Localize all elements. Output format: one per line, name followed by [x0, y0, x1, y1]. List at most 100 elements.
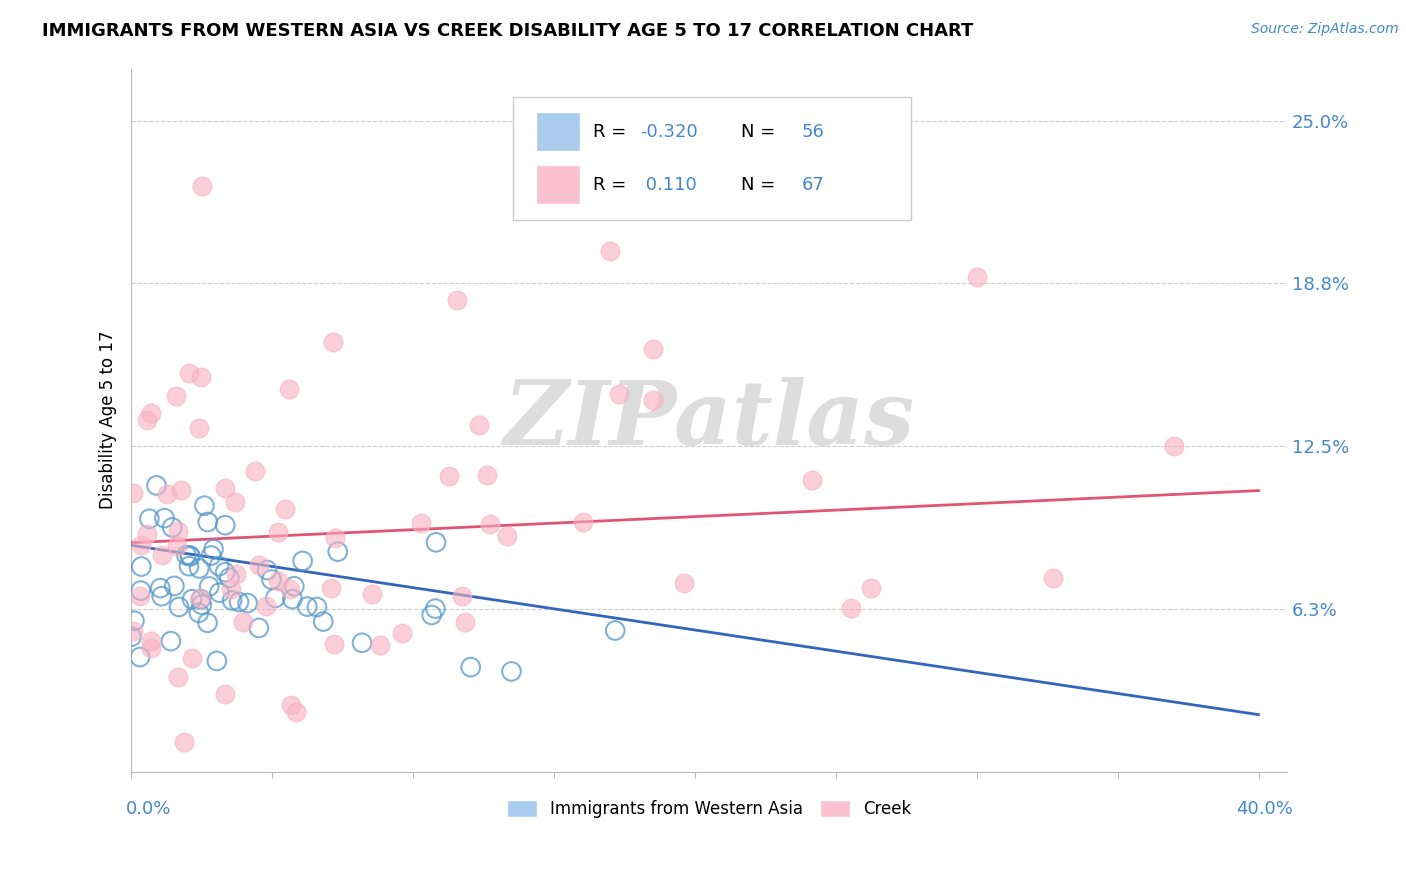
Point [139, 406, 162, 420]
Point [145, 478, 167, 492]
Point [368, 639, 391, 653]
Point [446, 293, 468, 307]
Point [641, 343, 664, 357]
Text: IMMIGRANTS FROM WESTERN ASIA VS CREEK DISABILITY AGE 5 TO 17 CORRELATION CHART: IMMIGRANTS FROM WESTERN ASIA VS CREEK DI… [42, 22, 973, 40]
Point [475, 468, 498, 483]
Point [966, 269, 988, 284]
Point [163, 579, 186, 593]
Point [129, 650, 152, 665]
Text: -0.320: -0.320 [640, 123, 697, 141]
Point [319, 581, 342, 595]
Point [672, 575, 695, 590]
Point [221, 593, 243, 607]
Point [129, 583, 152, 598]
Point [167, 524, 190, 538]
Point [420, 607, 443, 622]
Point [208, 585, 231, 599]
Point [460, 660, 482, 674]
Point [439, 468, 461, 483]
Point [839, 601, 862, 615]
Point [478, 516, 501, 531]
Text: Source: ZipAtlas.com: Source: ZipAtlas.com [1251, 22, 1399, 37]
Text: N =: N = [741, 176, 782, 194]
Point [179, 549, 201, 564]
Text: R =: R = [593, 176, 633, 194]
Point [198, 579, 221, 593]
Point [599, 244, 621, 258]
Point [278, 582, 301, 596]
Point [326, 544, 349, 558]
Point [180, 650, 202, 665]
Point [124, 614, 146, 628]
Point [247, 558, 270, 572]
Point [281, 592, 304, 607]
Point [214, 481, 236, 495]
Point [214, 566, 236, 580]
Point [425, 535, 447, 549]
Point [190, 598, 212, 612]
Point [214, 518, 236, 533]
Point [451, 589, 474, 603]
Point [409, 516, 432, 531]
Point [322, 637, 344, 651]
Point [859, 581, 882, 595]
Point [1163, 439, 1185, 453]
Point [205, 654, 228, 668]
Point [350, 636, 373, 650]
Text: N =: N = [741, 123, 782, 141]
Point [188, 591, 211, 605]
Point [160, 520, 183, 534]
Point [167, 599, 190, 614]
Point [232, 615, 254, 629]
Point [454, 615, 477, 629]
Point [607, 387, 630, 401]
Text: 0.110: 0.110 [640, 176, 696, 194]
Point [280, 698, 302, 713]
Point [325, 531, 347, 545]
Point [267, 574, 290, 588]
Point [800, 473, 823, 487]
Point [218, 571, 240, 585]
Point [121, 486, 143, 500]
Point [173, 735, 195, 749]
Point [291, 554, 314, 568]
Point [165, 389, 187, 403]
FancyBboxPatch shape [513, 96, 911, 219]
Point [160, 634, 183, 648]
Point [305, 600, 328, 615]
Text: 0.0%: 0.0% [125, 800, 172, 818]
Point [228, 595, 250, 609]
Point [254, 599, 277, 613]
Point [188, 421, 211, 435]
Point [177, 559, 200, 574]
Point [572, 516, 595, 530]
Point [236, 596, 259, 610]
Point [208, 559, 231, 574]
Point [129, 538, 152, 552]
Point [605, 624, 627, 638]
Point [128, 589, 150, 603]
Point [283, 579, 305, 593]
FancyBboxPatch shape [536, 112, 579, 151]
Point [200, 549, 222, 563]
Point [176, 549, 198, 563]
Point [425, 601, 447, 615]
Point [641, 393, 664, 408]
Point [225, 566, 247, 581]
Point [136, 413, 159, 427]
Point [312, 615, 335, 629]
Point [153, 511, 176, 525]
Point [193, 499, 215, 513]
Point [166, 539, 188, 553]
Point [179, 549, 201, 563]
Point [190, 370, 212, 384]
Point [121, 624, 143, 638]
Point [138, 512, 160, 526]
Point [264, 591, 287, 605]
Point [297, 599, 319, 614]
Point [177, 366, 200, 380]
Point [169, 483, 191, 498]
Point [501, 665, 523, 679]
Point [197, 615, 219, 630]
Point [277, 383, 299, 397]
